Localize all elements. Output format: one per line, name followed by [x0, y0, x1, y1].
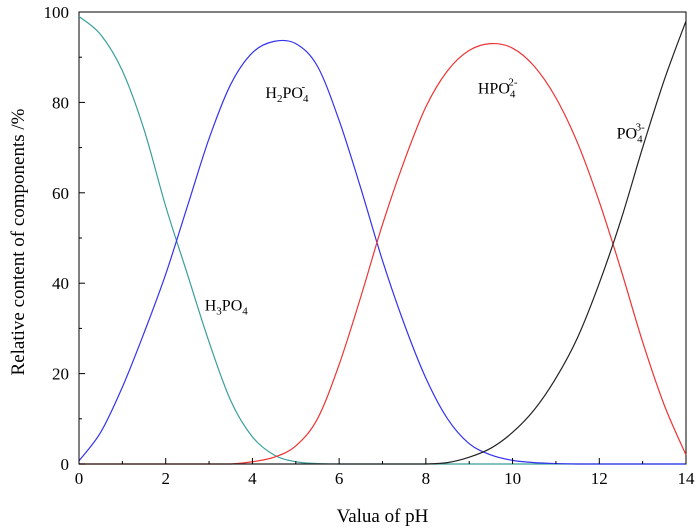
label-sup: 3-	[636, 122, 646, 134]
x-tick-label: 10	[504, 469, 521, 488]
label-sub1: 3	[216, 305, 222, 317]
plot-frame	[78, 11, 687, 465]
series-label-1: H2PO4-	[265, 81, 309, 105]
label-sup: -	[301, 81, 305, 93]
x-tick-label: 2	[161, 469, 170, 488]
y-tick-label: 60	[52, 184, 69, 203]
label-sub2: 4	[637, 134, 643, 146]
label-base: H	[205, 297, 217, 314]
label-sub1: 2	[277, 93, 283, 105]
x-tick-label: 8	[422, 469, 431, 488]
label-mid: HPO	[478, 80, 510, 97]
y-tick-label: 100	[44, 3, 70, 22]
x-tick-label: 6	[335, 469, 344, 488]
series-line-0	[78, 16, 686, 465]
label-sub2: 4	[242, 305, 248, 317]
label-mid: PO	[617, 126, 637, 143]
label-base: H	[265, 85, 277, 102]
label-sub2: 4	[303, 93, 309, 105]
series-label-0: H3PO4	[205, 297, 249, 317]
series-label-2: HPO42-	[478, 76, 518, 100]
series-line-2	[78, 42, 687, 465]
label-mid: PO	[222, 297, 242, 314]
series-line-3	[78, 20, 687, 465]
x-tick-label: 0	[75, 469, 84, 488]
x-tick-label: 14	[678, 469, 696, 488]
x-axis-title: Valua of pH	[337, 506, 429, 527]
x-tick-label: 4	[248, 469, 257, 488]
label-sub2: 4	[510, 88, 516, 100]
y-tick-label: 40	[52, 274, 69, 293]
series-line-1	[78, 39, 686, 465]
label-sup: 2-	[508, 76, 518, 88]
y-axis-title: Relative content of components /%	[8, 108, 29, 375]
y-tick-label: 80	[52, 93, 69, 112]
x-tick-label: 12	[591, 469, 608, 488]
label-mid: PO	[282, 85, 302, 102]
y-tick-label: 0	[61, 455, 70, 474]
y-tick-label: 20	[52, 365, 69, 384]
series-label-3: PO43-	[617, 122, 645, 146]
